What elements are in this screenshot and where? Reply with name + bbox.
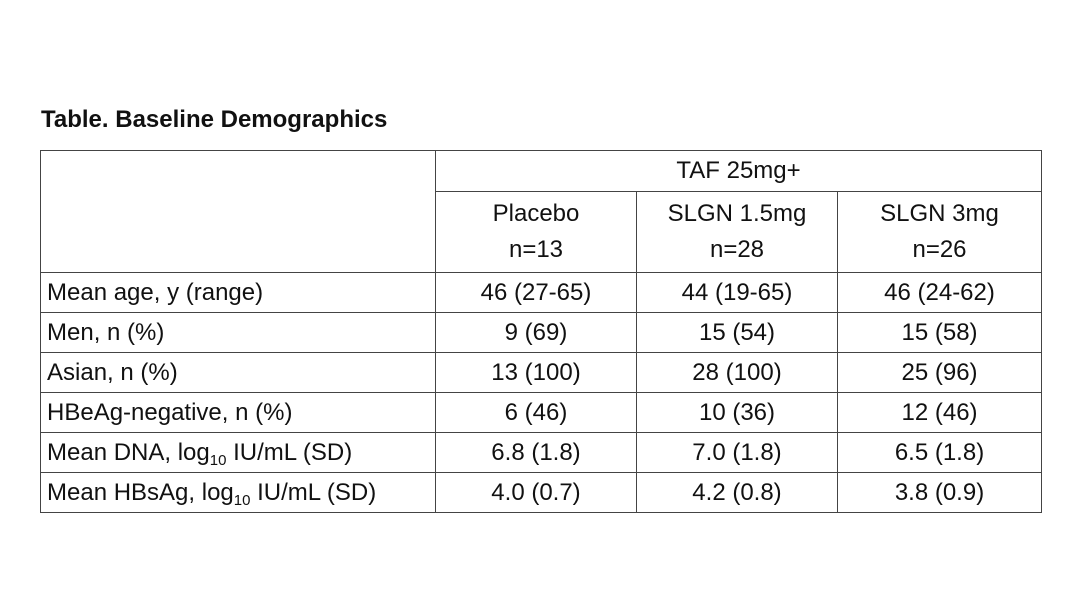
cell-value: 15 (58) [836, 312, 1043, 353]
arm-n: n=13 [508, 236, 564, 263]
header-corner-cell [40, 150, 436, 273]
row-label: Mean DNA, log10 IU/mL (SD) [40, 432, 436, 473]
cell-value: 9 (69) [435, 312, 637, 353]
table-row: HBeAg-negative, n (%) 6 (46) 10 (36) 12 … [40, 392, 1043, 433]
cell-value: 7.0 (1.8) [636, 432, 838, 473]
cell-value: 46 (24-62) [836, 272, 1043, 313]
cell-value: 13 (100) [435, 352, 637, 393]
cell-value: 15 (54) [636, 312, 838, 353]
treatment-group-header: TAF 25mg+ [434, 150, 1043, 192]
cell-value: 6 (46) [435, 392, 637, 433]
arm-header-slgn-1-5mg: SLGN 1.5mg n=28 [636, 191, 838, 273]
cell-value: 10 (36) [636, 392, 838, 433]
row-label-unit: IU/mL (SD) [250, 478, 377, 506]
table-row: Mean HBsAg, log10 IU/mL (SD) 4.0 (0.7) 4… [40, 472, 1043, 513]
arm-name: Placebo [492, 200, 580, 227]
arm-header-slgn-3mg: SLGN 3mg n=26 [836, 191, 1043, 273]
row-label-unit: IU/mL (SD) [226, 438, 353, 466]
table-row: Men, n (%) 9 (69) 15 (54) 15 (58) [40, 312, 1043, 353]
cell-value: 46 (27-65) [435, 272, 637, 313]
table-title: Table. Baseline Demographics [41, 106, 388, 133]
cell-value: 12 (46) [836, 392, 1043, 433]
cell-value: 4.0 (0.7) [435, 472, 637, 513]
cell-value: 28 (100) [636, 352, 838, 393]
table-row: Asian, n (%) 13 (100) 28 (100) 25 (96) [40, 352, 1043, 393]
cell-value: 4.2 (0.8) [636, 472, 838, 513]
arm-header-placebo: Placebo n=13 [435, 191, 637, 273]
log-base-subscript: 10 [209, 451, 227, 469]
arm-n: n=26 [912, 236, 967, 263]
baseline-demographics-table: TAF 25mg+ Placebo n=13 SLGN 1.5mg n=28 S… [40, 150, 1043, 513]
table-row: Mean age, y (range) 46 (27-65) 44 (19-65… [40, 272, 1043, 313]
arm-name: SLGN 1.5mg [667, 200, 807, 227]
cell-value: 44 (19-65) [636, 272, 838, 313]
arm-name: SLGN 3mg [880, 200, 999, 227]
row-label: Mean age, y (range) [40, 272, 436, 313]
row-label-text: Mean DNA, log [47, 438, 210, 466]
arm-n: n=28 [709, 236, 765, 263]
row-label-text: Mean HBsAg, log [47, 478, 234, 506]
cell-value: 25 (96) [836, 352, 1043, 393]
header-row-group: TAF 25mg+ [40, 150, 1043, 273]
cell-value: 3.8 (0.9) [836, 472, 1043, 513]
cell-value: 6.8 (1.8) [435, 432, 637, 473]
cell-value: 6.5 (1.8) [836, 432, 1043, 473]
log-base-subscript: 10 [233, 491, 251, 509]
table-row: Mean DNA, log10 IU/mL (SD) 6.8 (1.8) 7.0… [40, 432, 1043, 473]
row-label: Mean HBsAg, log10 IU/mL (SD) [40, 472, 436, 513]
row-label: Asian, n (%) [40, 352, 436, 393]
row-label: Men, n (%) [40, 312, 436, 353]
row-label: HBeAg-negative, n (%) [40, 392, 436, 433]
